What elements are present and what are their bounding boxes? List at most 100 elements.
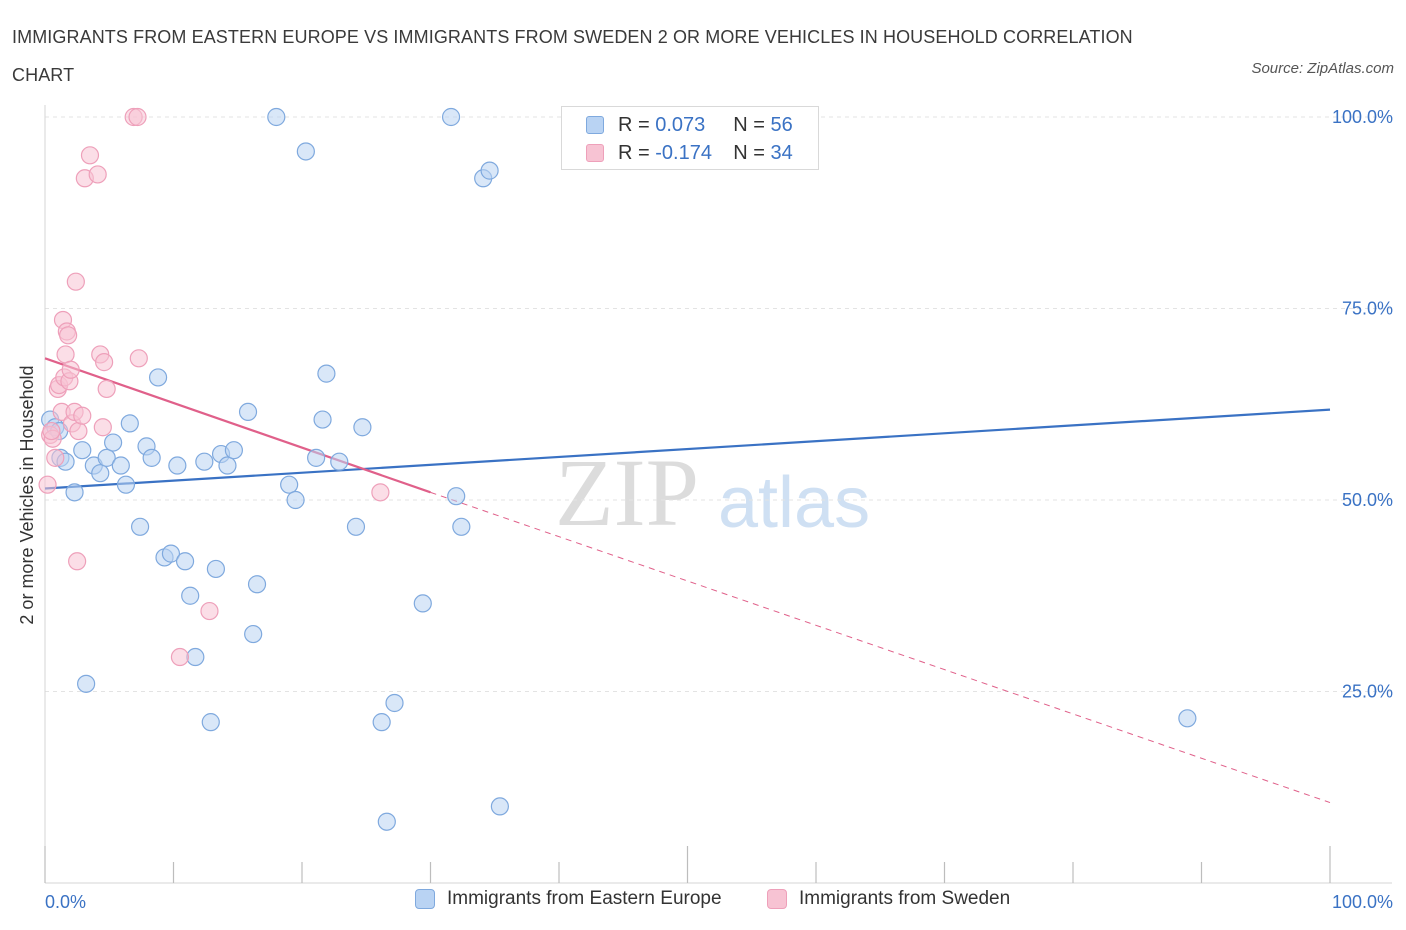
blue-swatch [586, 116, 604, 134]
eastern-europe-point [206, 559, 226, 579]
sweden-point [128, 107, 147, 127]
eastern-europe-point [104, 433, 123, 452]
eastern-europe-point [490, 797, 509, 816]
series-legend: Immigrants from Eastern Europe Immigrant… [0, 888, 1406, 916]
y-tick-label: 100.0% [1332, 107, 1393, 127]
eastern-europe-point [372, 713, 391, 732]
sweden-point [170, 647, 190, 667]
sweden-point [38, 475, 57, 494]
y-tick-label: 75.0% [1342, 299, 1393, 319]
eastern-europe-point [120, 414, 139, 433]
sweden-point [93, 418, 112, 437]
sweden-point [59, 326, 78, 345]
eastern-europe-point [168, 456, 187, 475]
eastern-europe-point [377, 812, 396, 831]
eastern-europe-point [201, 713, 220, 732]
eastern-europe-point [307, 448, 326, 467]
n-label: N = [733, 141, 765, 164]
r-value-sweden: -0.174 [655, 141, 712, 164]
legend-label-eastern-europe: Immigrants from Eastern Europe [447, 888, 722, 909]
y-tick-label: 25.0% [1342, 682, 1393, 702]
x-tick-label-min: 0.0% [45, 892, 86, 912]
eastern-europe-point [441, 107, 461, 127]
sweden-point [200, 601, 219, 621]
eastern-europe-point [161, 544, 181, 563]
eastern-europe-point [413, 594, 432, 613]
eastern-europe-point [175, 552, 195, 571]
eastern-europe-point [244, 624, 263, 644]
sweden-point [66, 272, 85, 291]
eastern-europe-point [195, 452, 214, 471]
eastern-europe-point [480, 161, 499, 180]
watermark-atlas: atlas [718, 463, 870, 543]
n-value-eastern-europe: 56 [770, 113, 793, 136]
legend-label-sweden: Immigrants from Sweden [799, 888, 1011, 909]
sweden-point [88, 165, 107, 184]
y-tick-label: 50.0% [1342, 490, 1393, 510]
axes [44, 105, 1392, 884]
sweden-point [80, 146, 100, 165]
eastern-europe-point [65, 483, 84, 502]
sweden-point [56, 345, 75, 364]
sweden-point [97, 379, 116, 399]
x-tick-label-max: 100.0% [1332, 892, 1393, 912]
pink-swatch [767, 889, 787, 909]
eastern-europe-point [280, 475, 299, 494]
eastern-europe-point [116, 475, 136, 494]
eastern-europe-point [130, 517, 150, 536]
eastern-europe-point [148, 368, 168, 387]
eastern-europe-point [218, 456, 237, 475]
sweden-point [42, 421, 61, 441]
sweden-point [73, 406, 92, 425]
n-value-sweden: 34 [770, 141, 793, 164]
eastern-europe-point [247, 575, 267, 594]
eastern-europe-point [267, 107, 286, 127]
legend-row-sweden: R = -0.174 N = 34 [586, 140, 793, 166]
eastern-europe-point [313, 410, 332, 429]
sweden-point [61, 360, 80, 379]
sweden-point [371, 483, 390, 502]
eastern-europe-point [238, 402, 258, 422]
blue-swatch [415, 889, 435, 909]
sweden-point [95, 353, 114, 372]
data-points [38, 107, 1197, 831]
watermark-zip: ZIP [555, 439, 699, 546]
r-label: R = [618, 113, 650, 136]
eastern-europe-point [77, 674, 96, 693]
n-label: N = [733, 113, 765, 136]
eastern-europe-point [385, 693, 404, 713]
eastern-europe-point [447, 487, 466, 506]
eastern-europe-point [353, 418, 372, 437]
eastern-europe-point [186, 647, 205, 667]
legend-row-eastern-europe: R = 0.073 N = 56 [586, 112, 793, 138]
grid [45, 116, 1392, 692]
trend-line-sweden-extrapolated [430, 491, 1331, 804]
eastern-europe-point [181, 586, 200, 605]
pink-swatch [586, 144, 604, 162]
y-axis-label: 2 or more Vehicles in Household [17, 365, 37, 624]
eastern-europe-point [73, 441, 92, 460]
trend-line-eastern-europe [44, 408, 1331, 490]
eastern-europe-point [330, 452, 349, 471]
legend-item-sweden: Immigrants from Sweden [767, 888, 1010, 910]
eastern-europe-point [296, 142, 315, 161]
tick-labels: 25.0% 50.0% 75.0% 100.0% 0.0% 100.0% [45, 107, 1393, 912]
source-label: Source: ZipAtlas.com [1251, 60, 1394, 77]
sweden-point [46, 448, 65, 467]
chart-title: IMMIGRANTS FROM EASTERN EUROPE VS IMMIGR… [12, 27, 1133, 85]
eastern-europe-point [317, 364, 336, 383]
trend-lines [44, 357, 1331, 804]
eastern-europe-point [142, 448, 161, 467]
eastern-europe-point [111, 456, 130, 475]
eastern-europe-point [91, 464, 110, 483]
sweden-point [68, 552, 87, 571]
r-value-eastern-europe: 0.073 [655, 113, 706, 136]
eastern-europe-point [452, 517, 471, 536]
eastern-europe-point [224, 441, 243, 460]
stats-legend: R = 0.073 N = 56 R = -0.174 N = 34 [561, 106, 819, 170]
sweden-point [69, 421, 88, 441]
r-label: R = [618, 141, 650, 164]
legend-item-eastern-europe: Immigrants from Eastern Europe [415, 888, 722, 910]
eastern-europe-point [286, 490, 305, 510]
